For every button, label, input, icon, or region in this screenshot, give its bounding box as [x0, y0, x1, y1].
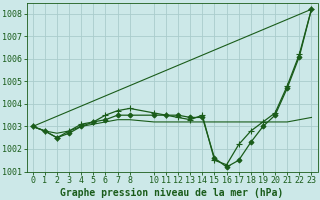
X-axis label: Graphe pression niveau de la mer (hPa): Graphe pression niveau de la mer (hPa)	[60, 187, 284, 198]
